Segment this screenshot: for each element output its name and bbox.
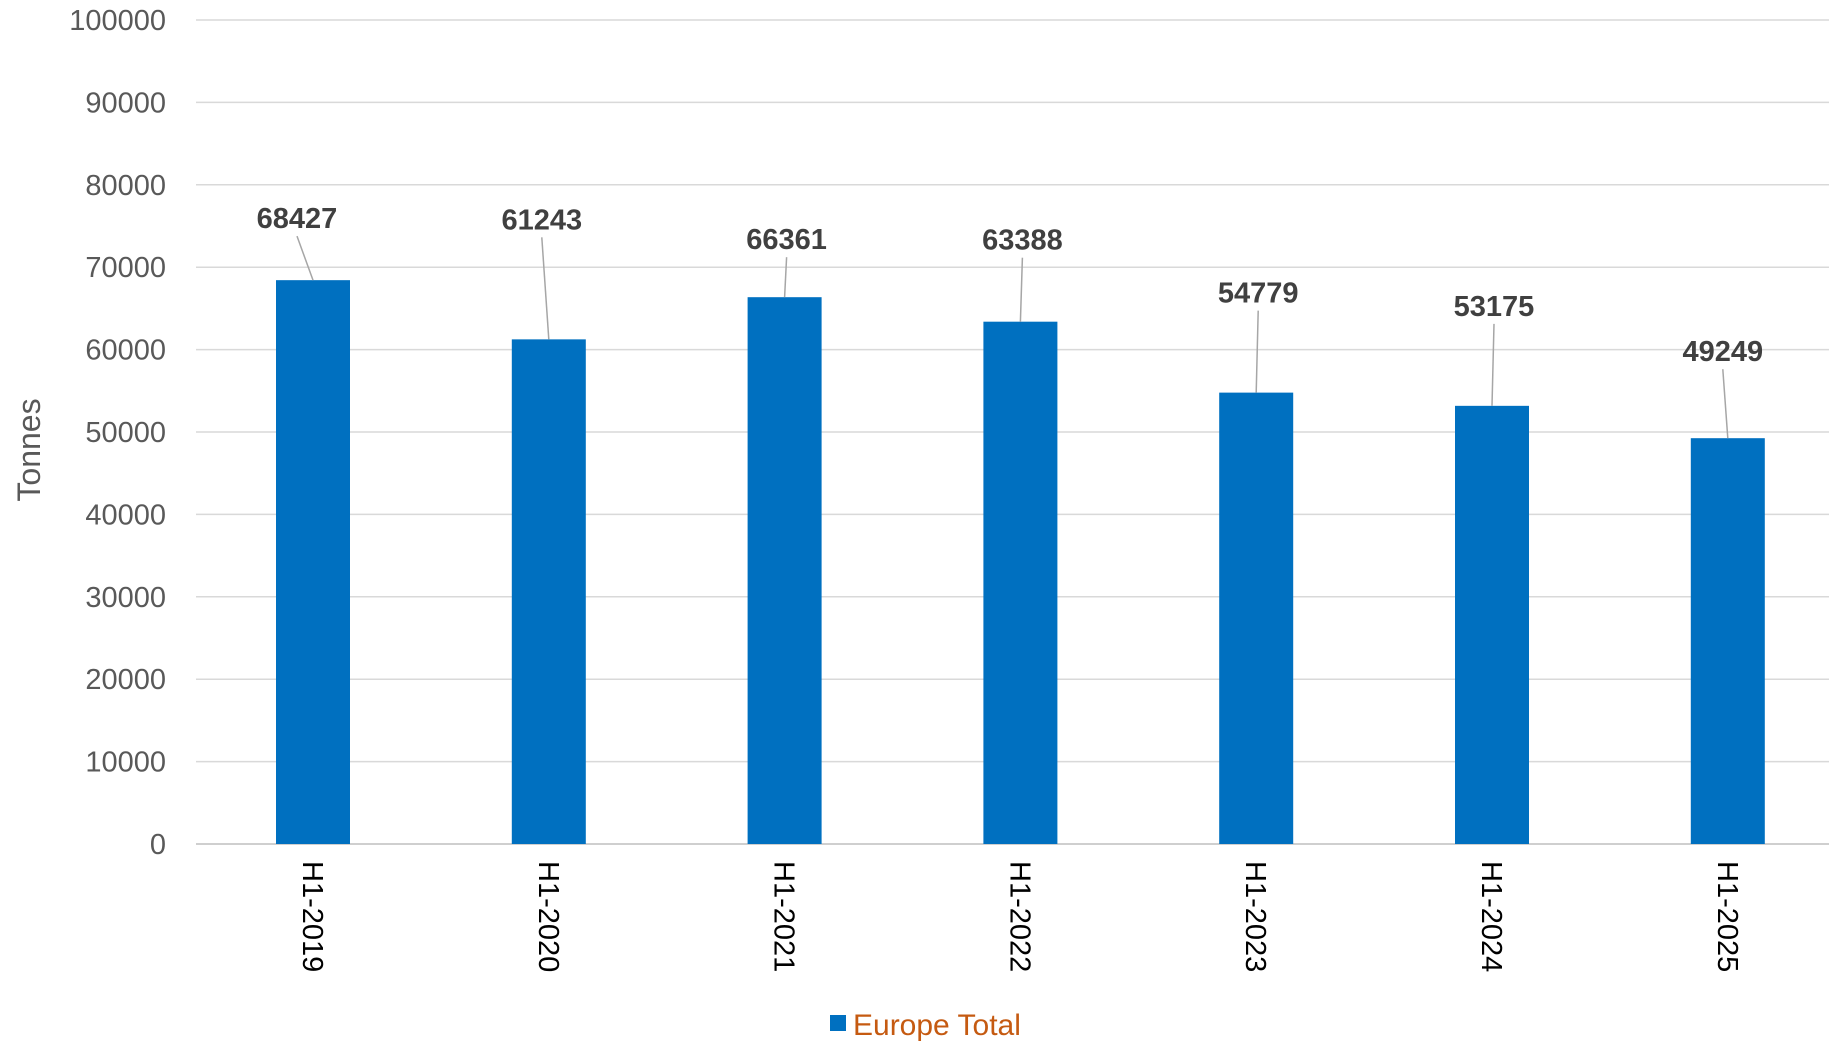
bar [747,297,822,844]
x-axis-ticks: H1-2019 H1-2020 H1-2021 H1-2022 H1-2023 H1-20… [296,861,1743,972]
x-tick-label: H1-2019 [296,861,328,972]
leader-line [1255,310,1259,393]
x-tick-label: H1-2021 [768,861,800,972]
bar [1690,438,1765,844]
leader-line [783,257,788,298]
data-label: 53175 [1454,291,1535,323]
y-tick-label: 50000 [85,417,166,449]
bar [1219,392,1294,844]
bar [276,280,350,845]
y-tick-label: 40000 [85,499,166,531]
y-tick-label: 10000 [85,747,166,779]
y-axis-label: Tonnes [11,398,47,501]
x-tick-label: H1-2025 [1711,861,1743,972]
bars [276,280,1765,845]
leader-line [1019,257,1024,322]
bar [1455,405,1529,844]
y-tick-label: 60000 [85,335,166,367]
y-tick-label: 30000 [85,582,166,614]
bar [511,339,586,844]
data-label: 63388 [982,225,1063,257]
y-tick-label: 80000 [85,170,166,202]
data-labels: 68427 61243 66361 63388 54779 53175 49249 [257,203,1763,368]
x-tick-label: H1-2020 [532,861,564,972]
x-tick-label: H1-2022 [1003,861,1035,972]
y-tick-label: 20000 [85,664,166,696]
data-label: 49249 [1682,336,1763,368]
leader-line [1722,369,1729,439]
leader-line [1491,323,1495,406]
y-axis-ticks: 0 10000 20000 30000 40000 50000 60000 70000 8000… [69,5,166,861]
leader-line [541,237,550,340]
legend-label: Europe Total [853,1009,1021,1042]
y-tick-label: 100000 [69,5,166,37]
data-label: 66361 [746,224,827,256]
legend: Europe Total [830,1009,1021,1042]
y-tick-label: 70000 [85,252,166,284]
legend-swatch [830,1015,846,1031]
y-tick-label: 90000 [85,87,166,119]
data-label-leaders [296,235,1729,439]
leader-line [296,235,314,281]
x-tick-label: H1-2023 [1239,861,1271,972]
y-tick-label: 0 [150,829,166,861]
bar [983,321,1058,845]
x-tick-label: H1-2024 [1475,861,1507,972]
data-label: 61243 [501,204,582,236]
data-label: 54779 [1218,278,1299,310]
data-label: 68427 [257,203,338,235]
